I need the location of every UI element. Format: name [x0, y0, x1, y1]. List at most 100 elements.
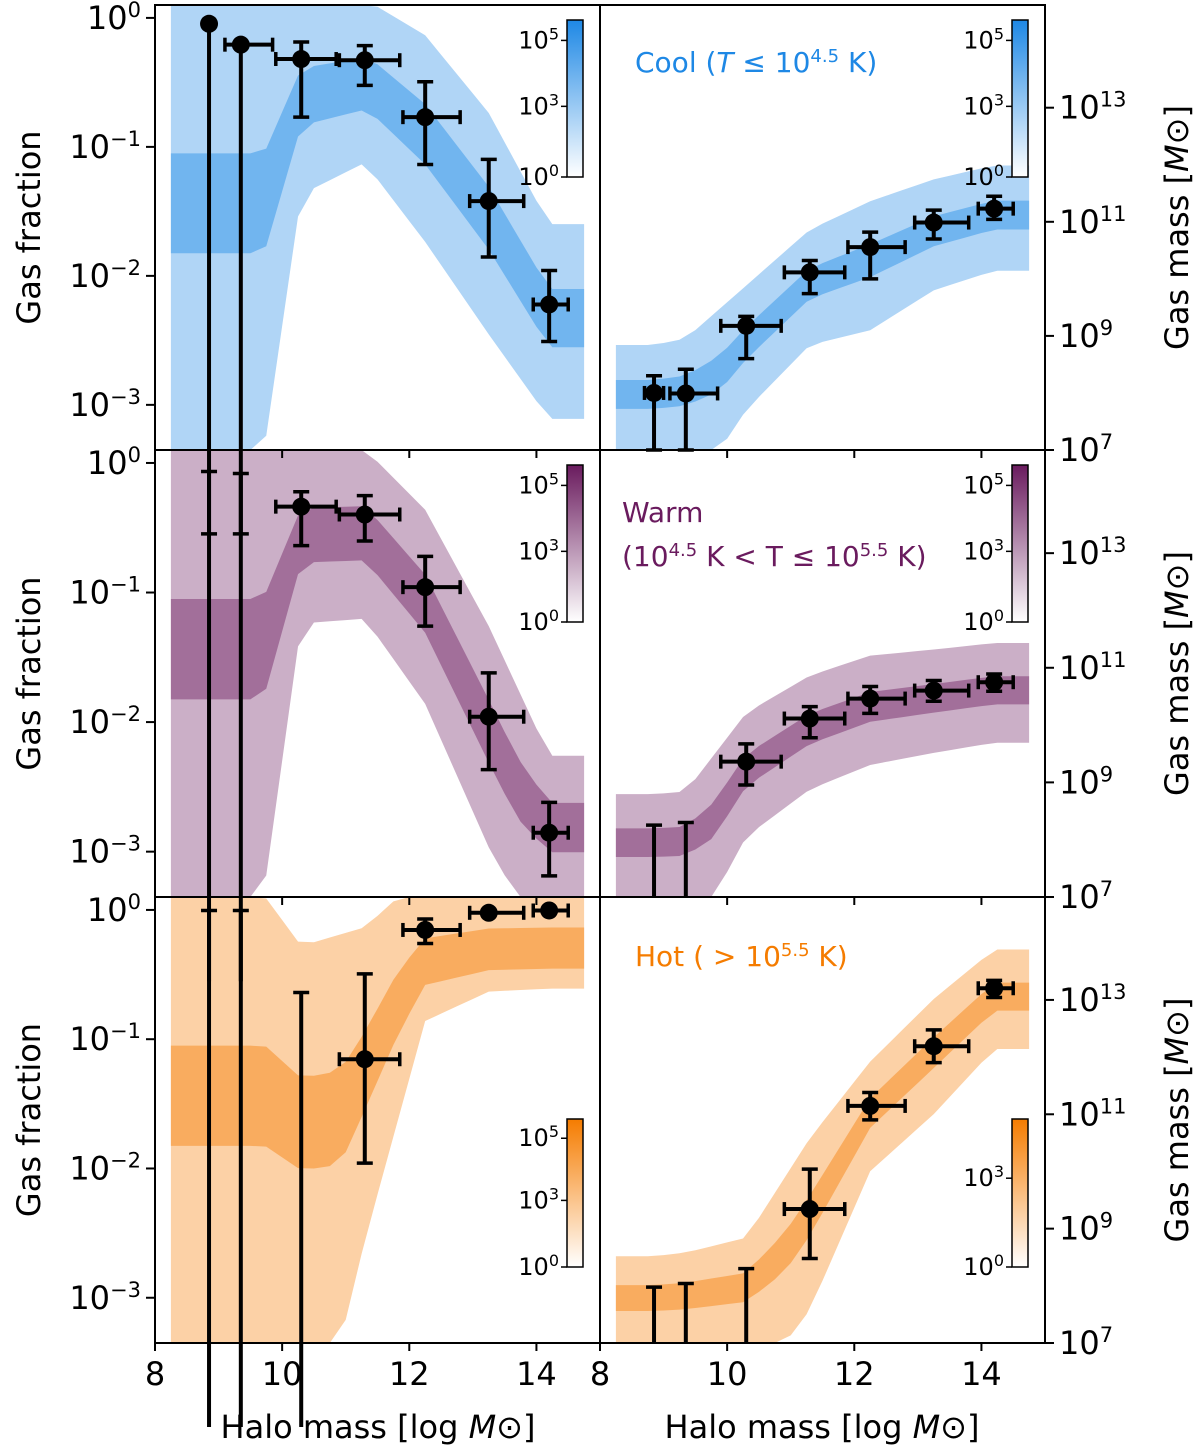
- right-xlabel: Halo mass [log M⊙]: [665, 1408, 980, 1446]
- fraction-ytick-label: 100: [87, 443, 141, 482]
- cool-fraction-colorbar-tick-label: 105: [518, 24, 559, 55]
- mass-ytick-label: 1011: [1059, 1094, 1126, 1133]
- mass-ytick-label: 1011: [1059, 202, 1126, 241]
- mass-ytick-label: 109: [1059, 1209, 1113, 1248]
- fraction-ytick-label: 100: [87, 0, 141, 37]
- mass-ytick-label: 1013: [1059, 533, 1126, 572]
- binned-median-points: [200, 14, 1015, 1428]
- warm-fraction-density-core: [170, 506, 585, 853]
- hot-mass-median-point: [976, 978, 1015, 1000]
- cool-fraction-colorbar: [566, 19, 584, 178]
- fraction-ytick-label: 10−2: [69, 256, 141, 295]
- hot-fraction-median-point: [232, 908, 249, 1428]
- x-tick-label: 14: [516, 1355, 557, 1393]
- hot-fraction-median-point: [467, 903, 526, 922]
- warm-mass-median-point: [912, 678, 971, 704]
- mass-ytick-label: 1011: [1059, 648, 1126, 687]
- hot-mass-median-point: [677, 1281, 694, 1343]
- warm-fraction-median-marker: [416, 578, 435, 597]
- cool-mass-colorbar-tick-label: 100: [963, 161, 1004, 192]
- hot-fraction-median-point: [293, 990, 310, 1428]
- cool-mass-colorbar: [1011, 19, 1029, 178]
- axes: 105 103 100 105 103 100 105 103 100 105 103 100 105 1…: [146, 4, 1054, 1351]
- hot-fraction-ylabel: Gas fraction: [10, 1023, 48, 1217]
- cool-fraction-median-marker: [231, 35, 250, 54]
- hot-fraction-median-marker: [540, 901, 559, 920]
- warm-fraction-colorbar-tick-label: 105: [518, 469, 559, 500]
- cool-fraction-median-marker: [200, 14, 219, 33]
- hot-mass-ylabel: Gas mass [M⊙]: [1158, 998, 1196, 1243]
- warm-mass-median-point: [646, 823, 663, 897]
- mass-ytick-label: 1013: [1059, 88, 1126, 127]
- warm-fraction-median-point: [337, 493, 402, 543]
- fraction-ytick-label: 10−3: [69, 1278, 141, 1317]
- cool-mass-median-marker: [645, 383, 664, 402]
- left-xlabel: Halo mass [log M⊙]: [221, 1408, 536, 1446]
- hot-mass-colorbar-tick-label: 103: [963, 1162, 1004, 1193]
- x-tick-label: 14: [961, 1355, 1002, 1393]
- hot-fraction-colorbar-tick-label: 103: [518, 1184, 559, 1215]
- hot-phase-label: Hot ( > 105.5 K): [635, 940, 848, 974]
- fraction-ytick-label: 10−2: [69, 1148, 141, 1187]
- hot-fraction-density-outer: [170, 897, 585, 1343]
- mass-ytick-label: 107: [1059, 430, 1113, 469]
- cool-mass-median-point: [912, 208, 971, 241]
- warm-mass-median-point: [782, 704, 847, 740]
- fraction-ytick-label: 10−2: [69, 702, 141, 741]
- cool-mass-median-marker: [861, 238, 880, 257]
- warm-fraction-ylabel: Gas fraction: [10, 576, 48, 770]
- cool-fraction-colorbar-tick-label: 103: [518, 90, 559, 121]
- cool-mass-colorbar-tick-label: 103: [963, 90, 1004, 121]
- mass-ytick-label: 107: [1059, 1323, 1113, 1362]
- warm-fraction-colorbar-tick-label: 103: [518, 535, 559, 566]
- x-tick-label: 12: [389, 1355, 430, 1393]
- hot-mass-colorbar: [1011, 1118, 1029, 1268]
- warm-mass-median-point: [719, 742, 783, 787]
- mass-ytick-label: 109: [1059, 316, 1113, 355]
- warm-fraction-median-point: [274, 489, 338, 548]
- warm-mass-colorbar: [1011, 464, 1029, 623]
- cool-mass-colorbar-tick-label: 105: [963, 24, 1004, 55]
- cool-fraction-median-point: [401, 79, 462, 167]
- cool-mass-median-point: [719, 314, 783, 361]
- warm-phase-label: Warm: [622, 496, 703, 529]
- hot-mass-median-point: [846, 1090, 907, 1122]
- hot-fraction-median-point: [531, 901, 570, 920]
- fraction-ytick-label: 10−3: [69, 385, 141, 424]
- warm-mass-median-point: [677, 820, 694, 897]
- warm-mass-colorbar-tick-label: 103: [963, 535, 1004, 566]
- fraction-ytick-label: 10−1: [69, 127, 141, 166]
- warm-mass-median-point: [846, 684, 907, 716]
- warm-mass-median-marker: [985, 673, 1004, 692]
- fraction-ytick-label: 100: [87, 890, 141, 929]
- cool-fraction-median-point: [467, 157, 526, 259]
- warm-mass-density-core: [615, 676, 1030, 858]
- cool-mass-median-marker: [737, 316, 756, 335]
- hot-fraction-median-marker: [355, 1050, 374, 1069]
- hot-fraction-colorbar-tick-label: 105: [518, 1122, 559, 1153]
- x-tick-label: 8: [145, 1355, 165, 1393]
- mass-ytick-label: 109: [1059, 762, 1113, 801]
- x-tick-label: 10: [262, 1355, 303, 1393]
- cool-fraction-ylabel: Gas fraction: [10, 130, 48, 324]
- cool-fraction-density-outer: [170, 5, 585, 450]
- mass-ytick-label: 1013: [1059, 980, 1126, 1019]
- warm-fraction-colorbar: [566, 464, 584, 623]
- cool-fraction-median-marker: [355, 51, 374, 70]
- hot-fraction-median-marker: [479, 903, 498, 922]
- warm-fraction-median-marker: [479, 707, 498, 726]
- hot-mass-median-marker: [800, 1200, 819, 1219]
- fraction-ytick-label: 10−1: [69, 1019, 141, 1058]
- cool-mass-median-marker: [800, 263, 819, 282]
- hot-fraction-colorbar-tick-label: 100: [518, 1251, 559, 1282]
- hot-mass-median-point: [738, 1266, 755, 1343]
- warm-fraction-median-marker: [292, 497, 311, 516]
- hot-mass-median-marker: [861, 1096, 880, 1115]
- cool-fraction-median-point: [223, 35, 275, 536]
- cool-fraction-median-marker: [416, 108, 435, 127]
- x-tick-label: 8: [590, 1355, 610, 1393]
- hot-fraction-median-point: [401, 917, 462, 946]
- cool-fraction-median-marker: [292, 50, 311, 69]
- fraction-ytick-label: 10−3: [69, 832, 141, 871]
